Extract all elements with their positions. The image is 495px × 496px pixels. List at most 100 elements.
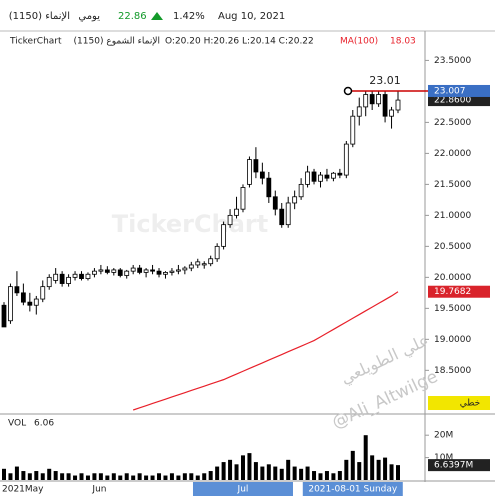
volume-bar: [79, 473, 84, 480]
y-tick-label: 23.5000: [434, 56, 471, 66]
volume-bar: [118, 475, 123, 480]
candle-body: [117, 269, 123, 276]
y-tick-label: 22.5000: [434, 118, 471, 128]
volume-bar: [137, 473, 142, 480]
volume-bar: [208, 471, 213, 480]
volume-bar: [299, 468, 304, 480]
candle-body: [46, 276, 52, 288]
candle-body: [363, 94, 369, 108]
brand: TickerChart: [9, 37, 62, 47]
volume-bar: [195, 475, 200, 480]
volume-bar: [111, 473, 116, 480]
ma-value: 18.03: [390, 37, 416, 47]
candle-body: [343, 143, 349, 176]
x-tick-label: Jun: [91, 485, 106, 495]
volume-bar: [253, 462, 258, 480]
volume-bar: [21, 471, 26, 480]
volume-bar: [98, 473, 103, 480]
volume-bar: [131, 475, 136, 480]
style-box-label: خطي: [460, 399, 480, 409]
candle-body: [266, 177, 272, 198]
candle-body: [150, 269, 155, 272]
candle-body: [253, 159, 259, 173]
candle-body: [279, 208, 285, 226]
volume-bar: [344, 459, 349, 480]
candle-body: [369, 94, 375, 105]
volume-bar: [182, 473, 187, 480]
candle-body: [85, 273, 91, 279]
candle-body: [259, 171, 265, 179]
volume-bar: [14, 466, 19, 480]
volume-bar: [234, 464, 239, 480]
symbol: (1150) الإنماء: [9, 11, 70, 22]
ma-label: MA(100): [340, 37, 378, 47]
y-tick-label: 19.5000: [434, 304, 471, 314]
vol-title: VOL: [8, 419, 26, 429]
y-tick-label: 22.0000: [434, 149, 471, 159]
candle-body: [227, 214, 233, 226]
period: يومي: [78, 11, 100, 22]
hline-box: [428, 84, 490, 97]
candle-body: [350, 115, 356, 145]
candle-body: [195, 261, 201, 266]
volume-bar: [73, 475, 78, 480]
candle-body: [175, 269, 181, 272]
change: 1.42%: [173, 11, 205, 22]
volume-bar: [40, 473, 45, 480]
y-tick-label: 20.5000: [434, 242, 471, 252]
volume-bar: [34, 471, 39, 480]
volume-bar: [157, 473, 162, 480]
volume-bar: [150, 475, 155, 480]
candle-body: [143, 269, 149, 273]
candle-body: [27, 301, 33, 306]
volume-bar: [363, 435, 368, 480]
candle-body: [111, 269, 117, 273]
candle-body: [292, 196, 298, 204]
volume-bar: [202, 473, 207, 480]
candle-body: [234, 208, 239, 216]
volume-bar: [389, 464, 394, 480]
y-tick-label: 21.0000: [434, 211, 471, 221]
volume-bar: [47, 468, 52, 480]
volume-bar: [376, 459, 381, 480]
chart-name: (1150) الإنماء الشموع: [74, 37, 160, 47]
volume-bar: [292, 466, 297, 480]
volume-bar: [8, 473, 13, 480]
y-tick-label: 21.5000: [434, 180, 471, 190]
candle-body: [337, 172, 343, 176]
volume-bar: [176, 475, 181, 480]
watermark: TickerChart: [112, 210, 268, 238]
annotation: 23.01: [369, 74, 401, 87]
candle-body: [163, 271, 168, 275]
candle-body: [201, 263, 207, 266]
ohlc: O:20.20 H:20.26 L:20.14 C:20.22: [165, 37, 314, 47]
volume-bar: [189, 473, 194, 480]
candle-body: [272, 196, 278, 210]
x-highlight: [302, 482, 403, 496]
candle-body: [79, 273, 84, 279]
candle-body: [324, 174, 330, 179]
candle-body: [53, 273, 59, 281]
candle-body: [92, 270, 97, 275]
candle-body: [40, 286, 46, 300]
last-price: 22.86: [118, 11, 147, 22]
candle-body: [395, 99, 401, 111]
candle-body: [137, 267, 143, 273]
volume-bar: [228, 459, 233, 480]
volume-bar: [396, 465, 400, 480]
candle-body: [285, 202, 291, 226]
x-tick-label: 2021May: [2, 485, 44, 495]
candle-body: [169, 270, 175, 273]
volume-bar: [60, 473, 65, 480]
candle-body: [311, 171, 317, 182]
x-tick-label: Jul: [237, 485, 249, 495]
volume-bar: [383, 457, 388, 480]
candle-body: [188, 264, 194, 269]
volume-bar: [163, 475, 168, 480]
candle-body: [221, 224, 227, 247]
ma-box-label: 19.7682: [434, 287, 471, 297]
volume-bar: [169, 473, 174, 480]
volume-bar: [2, 468, 6, 480]
